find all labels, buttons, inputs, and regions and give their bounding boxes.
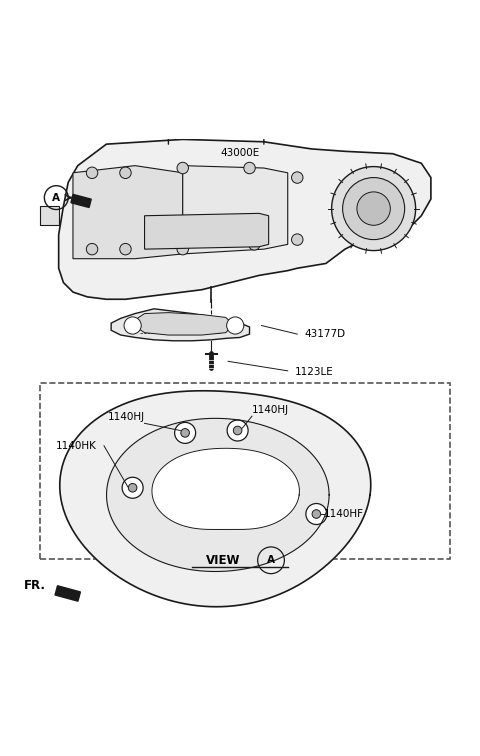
Text: A: A [52, 193, 60, 203]
Polygon shape [144, 213, 269, 249]
Text: 1123LE: 1123LE [295, 367, 334, 377]
Circle shape [122, 477, 143, 498]
FancyArrow shape [55, 586, 81, 601]
Circle shape [343, 178, 405, 240]
Circle shape [177, 163, 189, 174]
Circle shape [86, 167, 98, 178]
Circle shape [185, 225, 199, 239]
Polygon shape [111, 308, 250, 341]
Circle shape [124, 317, 141, 334]
Polygon shape [152, 448, 300, 529]
Circle shape [214, 225, 228, 239]
Text: 1140HF: 1140HF [324, 509, 363, 519]
Polygon shape [137, 313, 230, 335]
Text: 43177D: 43177D [304, 329, 346, 339]
Circle shape [227, 317, 244, 334]
Circle shape [306, 503, 327, 525]
Text: 1140HJ: 1140HJ [252, 405, 289, 415]
Circle shape [156, 225, 171, 239]
Circle shape [312, 510, 321, 519]
Circle shape [291, 172, 303, 183]
Circle shape [244, 163, 255, 174]
Circle shape [357, 192, 390, 225]
Text: 43000E: 43000E [220, 147, 260, 157]
Polygon shape [39, 206, 59, 225]
Circle shape [181, 429, 190, 437]
Circle shape [120, 243, 131, 255]
Circle shape [249, 239, 260, 250]
Polygon shape [107, 418, 329, 572]
Polygon shape [59, 139, 431, 299]
Circle shape [332, 166, 416, 250]
Polygon shape [60, 391, 371, 607]
Circle shape [242, 225, 257, 239]
Polygon shape [73, 166, 183, 259]
Text: FR.: FR. [24, 579, 46, 592]
Text: 1140HJ: 1140HJ [108, 412, 144, 422]
Text: VIEW: VIEW [205, 554, 240, 567]
Circle shape [227, 420, 248, 441]
Circle shape [128, 484, 137, 492]
Circle shape [233, 426, 242, 435]
Polygon shape [183, 166, 288, 254]
FancyArrow shape [71, 194, 91, 207]
Text: 1140HK: 1140HK [56, 441, 97, 451]
Circle shape [175, 423, 196, 443]
Circle shape [291, 234, 303, 246]
Circle shape [177, 243, 189, 255]
Text: A: A [267, 556, 275, 565]
Circle shape [86, 243, 98, 255]
Circle shape [120, 167, 131, 178]
